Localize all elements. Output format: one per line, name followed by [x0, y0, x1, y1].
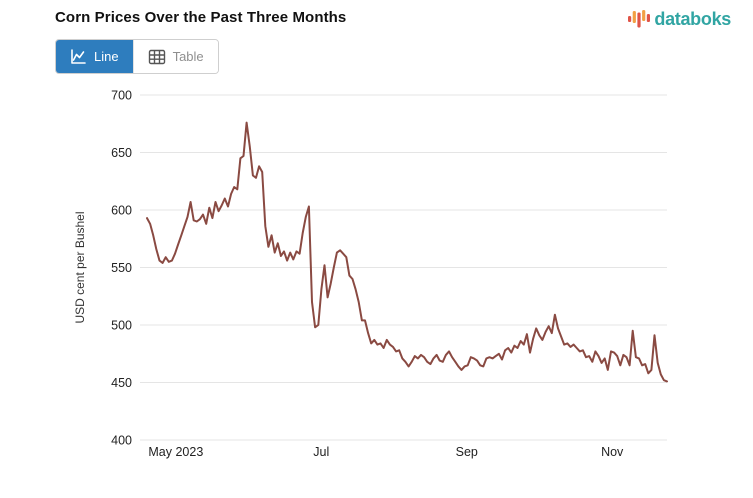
table-view-button[interactable]: Table	[132, 40, 218, 73]
y-tick-label: 500	[111, 319, 132, 333]
y-tick-label: 700	[111, 89, 132, 103]
brand-logo-text: databoks	[654, 8, 731, 29]
x-tick-label: May 2023	[148, 445, 203, 459]
line-chart-icon	[70, 48, 87, 65]
y-tick-label: 450	[111, 376, 132, 390]
gridlines	[140, 94, 667, 441]
line-view-button[interactable]: Line	[56, 40, 133, 73]
y-tick-label: 600	[111, 204, 132, 218]
table-grid-icon	[148, 49, 166, 65]
x-axis-tick-labels: May 2023 Jul Sep Nov	[148, 445, 624, 459]
page-title: Corn Prices Over the Past Three Months	[55, 9, 347, 26]
y-axis-title: USD cent per Bushel	[73, 211, 87, 323]
y-tick-label: 650	[111, 146, 132, 160]
line-chart-svg: 400 450 500 550 600 650 700 May 2023 Jul Sep Nov US…	[73, 89, 668, 459]
x-tick-label: Nov	[601, 445, 624, 459]
x-tick-label: Jul	[313, 445, 329, 459]
brand-logo: databoks	[627, 7, 731, 31]
y-tick-label: 550	[111, 261, 132, 275]
table-view-label: Table	[172, 49, 204, 64]
bars-pulse-icon	[627, 7, 651, 31]
line-chart-area: 400 450 500 550 600 650 700 May 2023 Jul Sep Nov US…	[0, 83, 753, 483]
price-line-series	[146, 121, 668, 383]
view-toggle-group: Line Table	[55, 39, 219, 74]
line-view-label: Line	[94, 49, 119, 64]
x-tick-label: Sep	[456, 445, 478, 459]
y-tick-label: 400	[111, 434, 132, 448]
y-axis-tick-labels: 400 450 500 550 600 650 700	[111, 89, 132, 448]
